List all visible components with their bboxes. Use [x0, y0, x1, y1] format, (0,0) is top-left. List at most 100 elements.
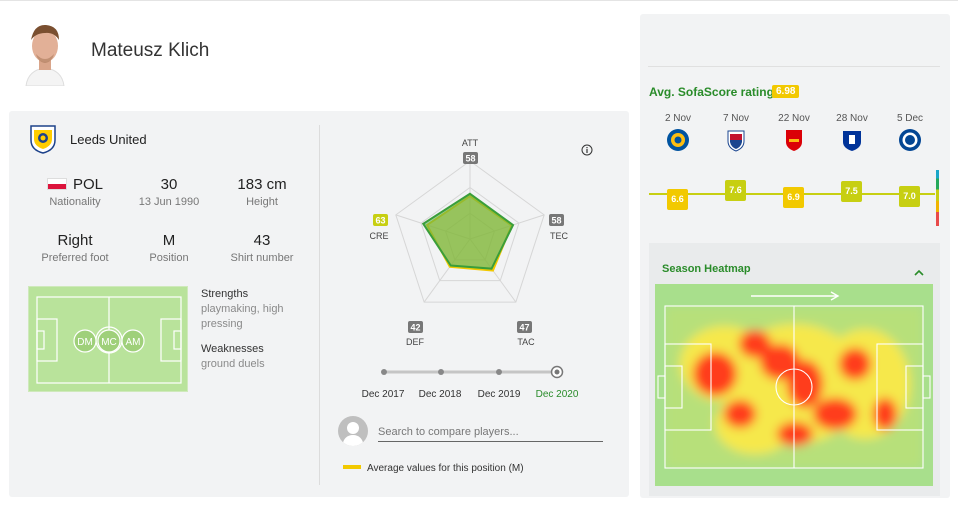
chelsea-crest-icon[interactable]: [898, 128, 922, 152]
timeline-label[interactable]: Dec 2017: [362, 389, 405, 400]
radar-value-cre: 63: [375, 216, 385, 226]
position-pitch: DM MC AM: [28, 286, 188, 392]
rating-color-scale: [936, 170, 939, 226]
position-value: M: [162, 232, 176, 249]
timeline-selected-center: [554, 369, 560, 375]
radar-badge-tac-bg: [517, 321, 532, 333]
radar-badge-cre-bg: [373, 214, 388, 226]
nationality-value: POL: [72, 176, 103, 193]
match-rating-badge[interactable]: 6.9: [783, 187, 804, 208]
weaknesses-text: ground duels: [201, 358, 265, 370]
match-date: 7 Nov: [722, 113, 750, 124]
radar-label-att: ATT: [462, 138, 479, 148]
foot-label: Preferred foot: [41, 252, 109, 264]
radar-label-tac: TAC: [517, 337, 535, 347]
panel-divider: [648, 66, 940, 67]
weaknesses-section: Weaknesses ground duels: [201, 342, 265, 372]
height-value: 183 cm: [237, 176, 287, 193]
season-heatmap: [655, 284, 933, 486]
position-am: AM: [126, 337, 141, 348]
match-column[interactable]: 5 Dec: [885, 113, 935, 152]
timeline-label[interactable]: Dec 2019: [478, 389, 521, 400]
stat-position: M Position: [119, 232, 219, 264]
match-date: 2 Nov: [664, 113, 692, 124]
info-icon[interactable]: [581, 143, 593, 156]
stat-shirt: 43 Shirt number: [212, 232, 312, 264]
radar-label-cre: CRE: [369, 231, 388, 241]
radar-label-tec: TEC: [550, 231, 569, 241]
radar-player-area: [421, 192, 515, 270]
match-rating-badge[interactable]: 7.5: [841, 181, 862, 202]
birthdate-label: 13 Jun 1990: [138, 196, 200, 208]
radar-value-tac: 47: [519, 323, 529, 333]
match-date: 28 Nov: [836, 113, 868, 124]
leicester-crest-icon[interactable]: [666, 128, 690, 152]
player-name: Mateusz Klich: [91, 40, 210, 61]
crystal-palace-crest-icon[interactable]: [724, 128, 748, 152]
foot-value: Right: [57, 232, 93, 249]
everton-crest-icon[interactable]: [840, 128, 864, 152]
position-marker: [97, 329, 121, 353]
leeds-crest-icon[interactable]: [30, 124, 56, 154]
radar-badge-def-bg: [408, 321, 423, 333]
heatmap-title[interactable]: Season Heatmap: [662, 263, 751, 275]
attribute-radar: ATT 58 58 TEC 63 CRE 42 DEF 47 TAC: [369, 138, 569, 347]
position-marker: [121, 329, 145, 353]
average-rating-badge: 6.98: [772, 85, 800, 98]
radar-badge-att-bg: [463, 152, 478, 164]
match-column[interactable]: 2 Nov: [653, 113, 703, 152]
compare-search-input[interactable]: [378, 422, 603, 442]
stat-age: 30 13 Jun 1990: [119, 176, 219, 208]
arsenal-crest-icon[interactable]: [782, 128, 806, 152]
timeline-dot[interactable]: [438, 369, 444, 375]
radar-badge-tec-bg: [549, 214, 564, 226]
radar-legend: Average values for this position (M): [343, 463, 524, 474]
timeline-dot[interactable]: [381, 369, 387, 375]
weaknesses-heading: Weaknesses: [201, 343, 264, 355]
nationality-label: Nationality: [49, 196, 101, 208]
position-marker: [73, 329, 97, 353]
season-timeline: Dec 2017 Dec 2018 Dec 2019 Dec 2020: [362, 365, 579, 400]
match-column[interactable]: 22 Nov: [769, 113, 819, 152]
match-rating-badge[interactable]: 6.6: [667, 189, 688, 210]
stat-foot: Right Preferred foot: [25, 232, 125, 264]
match-rating-badge[interactable]: 7.6: [725, 180, 746, 201]
strengths-section: Strengths playmaking, high pressing: [201, 287, 306, 332]
radar-value-def: 42: [410, 323, 420, 333]
compare-players: [338, 414, 608, 448]
age-value: 30: [160, 176, 178, 193]
timeline-label-selected[interactable]: Dec 2020: [536, 389, 579, 400]
legend-text: Average values for this position (M): [367, 463, 524, 474]
player-avatar: [22, 18, 68, 86]
strengths-text: playmaking, high pressing: [201, 303, 284, 330]
stat-height: 183 cm Height: [212, 176, 312, 208]
chevron-up-icon[interactable]: [914, 264, 924, 276]
radar-grid-ring: [420, 186, 520, 282]
shirt-value: 43: [253, 232, 271, 249]
position-mc: MC: [101, 337, 117, 348]
radar-value-tec: 58: [551, 216, 561, 226]
match-column[interactable]: 7 Nov: [711, 113, 761, 152]
shirt-label: Shirt number: [230, 252, 294, 264]
direction-arrow-icon: [751, 291, 840, 301]
height-label: Height: [246, 196, 278, 208]
match-date: 22 Nov: [778, 113, 810, 124]
timeline-label[interactable]: Dec 2018: [419, 389, 462, 400]
match-column[interactable]: 28 Nov: [827, 113, 877, 152]
radar-grid-ring: [395, 160, 545, 303]
position-label: Position: [149, 252, 189, 264]
card-divider: [319, 125, 320, 485]
timeline-dot[interactable]: [496, 369, 502, 375]
team-name[interactable]: Leeds United: [70, 132, 147, 147]
position-dm: DM: [77, 337, 93, 348]
compare-avatar-icon: [338, 416, 368, 446]
radar-value-att: 58: [465, 154, 475, 164]
match-rating-badge[interactable]: 7.0: [899, 186, 920, 207]
strengths-heading: Strengths: [201, 288, 249, 300]
stat-nationality: POL Nationality: [25, 176, 125, 208]
radar-label-def: DEF: [406, 337, 425, 347]
poland-flag-icon: [46, 178, 67, 190]
match-date: 5 Dec: [896, 113, 924, 124]
legend-swatch: [343, 465, 361, 469]
rating-title: Avg. SofaScore rating: [649, 85, 774, 99]
